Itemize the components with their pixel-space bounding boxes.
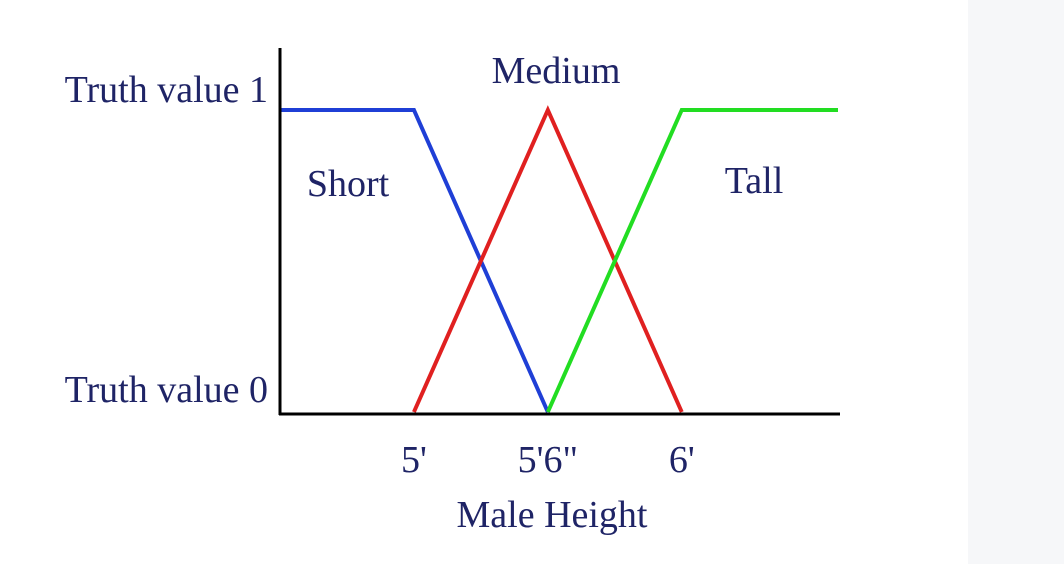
x-tick-label-1: 5'6" bbox=[518, 439, 578, 481]
label-layer: Short Medium Tall 5' 5'6" 6' Truth value 0 Trut… bbox=[65, 50, 784, 481]
series-label-short: Short bbox=[307, 163, 390, 205]
y-tick-label-0: Truth value 0 bbox=[65, 369, 268, 411]
series-line-tall bbox=[546, 108, 838, 413]
x-axis-label: Male Height bbox=[456, 494, 647, 536]
right-margin-strip bbox=[968, 0, 1064, 564]
y-tick-label-1: Truth value 1 bbox=[65, 69, 268, 111]
series-label-medium: Medium bbox=[492, 50, 621, 92]
series-label-tall: Tall bbox=[725, 160, 784, 202]
series-line-short bbox=[280, 108, 550, 413]
series-layer bbox=[280, 105, 838, 413]
x-tick-label-0: 5' bbox=[401, 439, 427, 481]
series-line-medium bbox=[412, 105, 684, 413]
x-tick-label-2: 6' bbox=[669, 439, 695, 481]
